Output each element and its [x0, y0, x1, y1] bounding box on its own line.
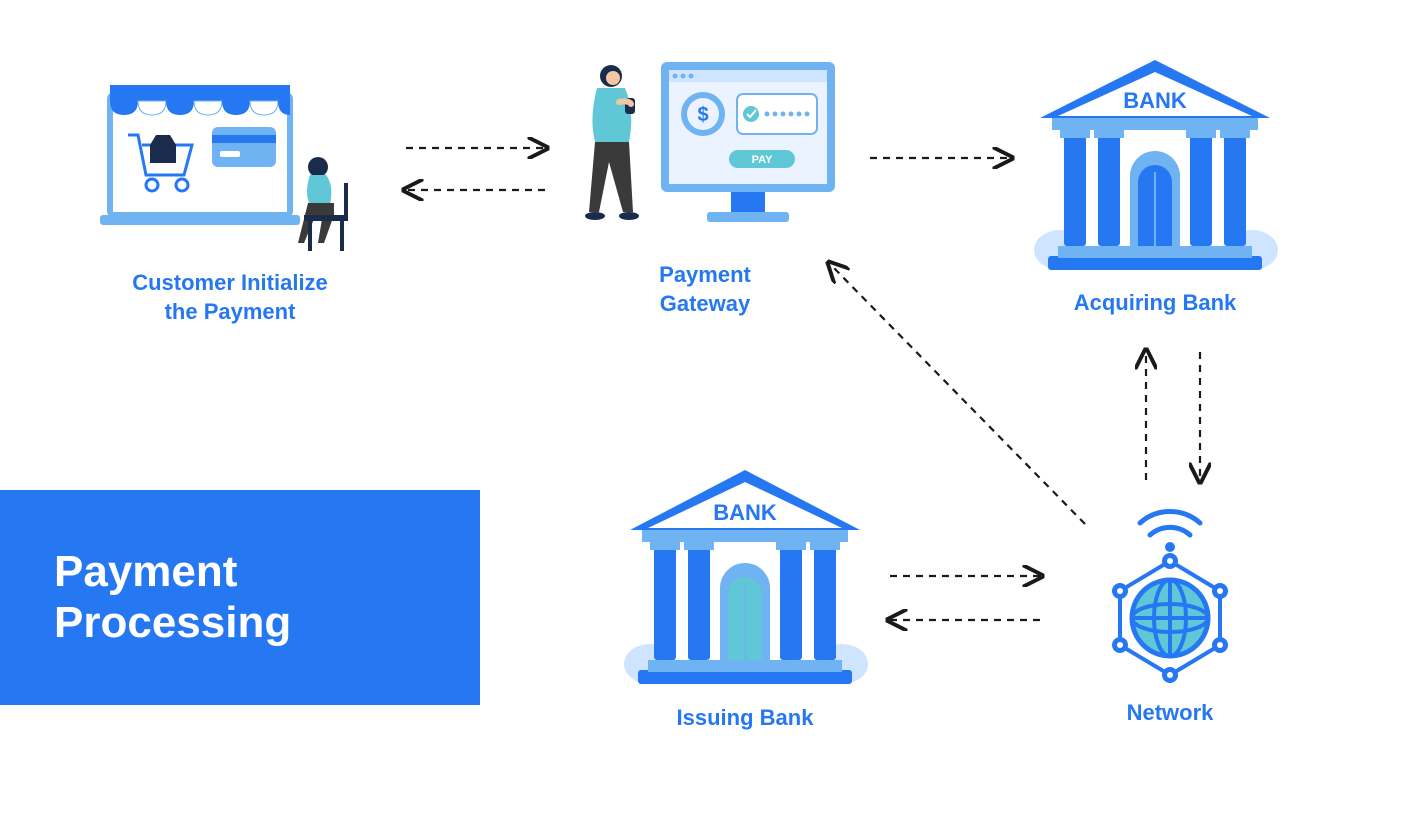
svg-text:$: $	[697, 104, 708, 126]
payment-gateway-icon: $ PAY	[575, 62, 835, 247]
node-acquiring: BANK Acquiring Bank	[1030, 60, 1280, 318]
node-customer: Customer Initializethe Payment	[100, 75, 360, 326]
svg-text:PAY: PAY	[752, 154, 773, 166]
network-globe-icon	[1095, 505, 1245, 685]
node-issuing: BANK Issuing Bank	[620, 470, 870, 733]
title-box: PaymentProcessing	[0, 490, 480, 705]
node-customer-label: Customer Initializethe Payment	[132, 269, 328, 326]
customer-shop-icon	[100, 75, 360, 255]
node-gateway: $ PAY PaymentGateway	[575, 62, 835, 318]
bank-label-text: BANK	[713, 500, 777, 525]
node-acquiring-label: Acquiring Bank	[1074, 289, 1237, 318]
acquiring-bank-icon: BANK	[1030, 60, 1280, 275]
node-issuing-label: Issuing Bank	[677, 704, 814, 733]
node-gateway-label: PaymentGateway	[659, 261, 751, 318]
node-network-label: Network	[1127, 699, 1214, 728]
title-text: PaymentProcessing	[54, 547, 291, 648]
node-network: Network	[1095, 505, 1245, 728]
bank-label-text: BANK	[1123, 88, 1187, 113]
issuing-bank-icon: BANK	[620, 470, 870, 690]
